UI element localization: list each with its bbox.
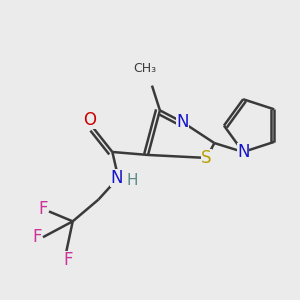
Text: F: F [63, 251, 73, 269]
Text: F: F [38, 200, 48, 218]
Text: O: O [83, 111, 96, 129]
Text: N: N [110, 169, 123, 187]
Text: N: N [237, 143, 249, 161]
Text: CH₃: CH₃ [134, 62, 157, 75]
Text: N: N [176, 113, 189, 131]
Text: H: H [126, 173, 138, 188]
Text: S: S [201, 149, 212, 167]
Text: F: F [32, 228, 42, 246]
